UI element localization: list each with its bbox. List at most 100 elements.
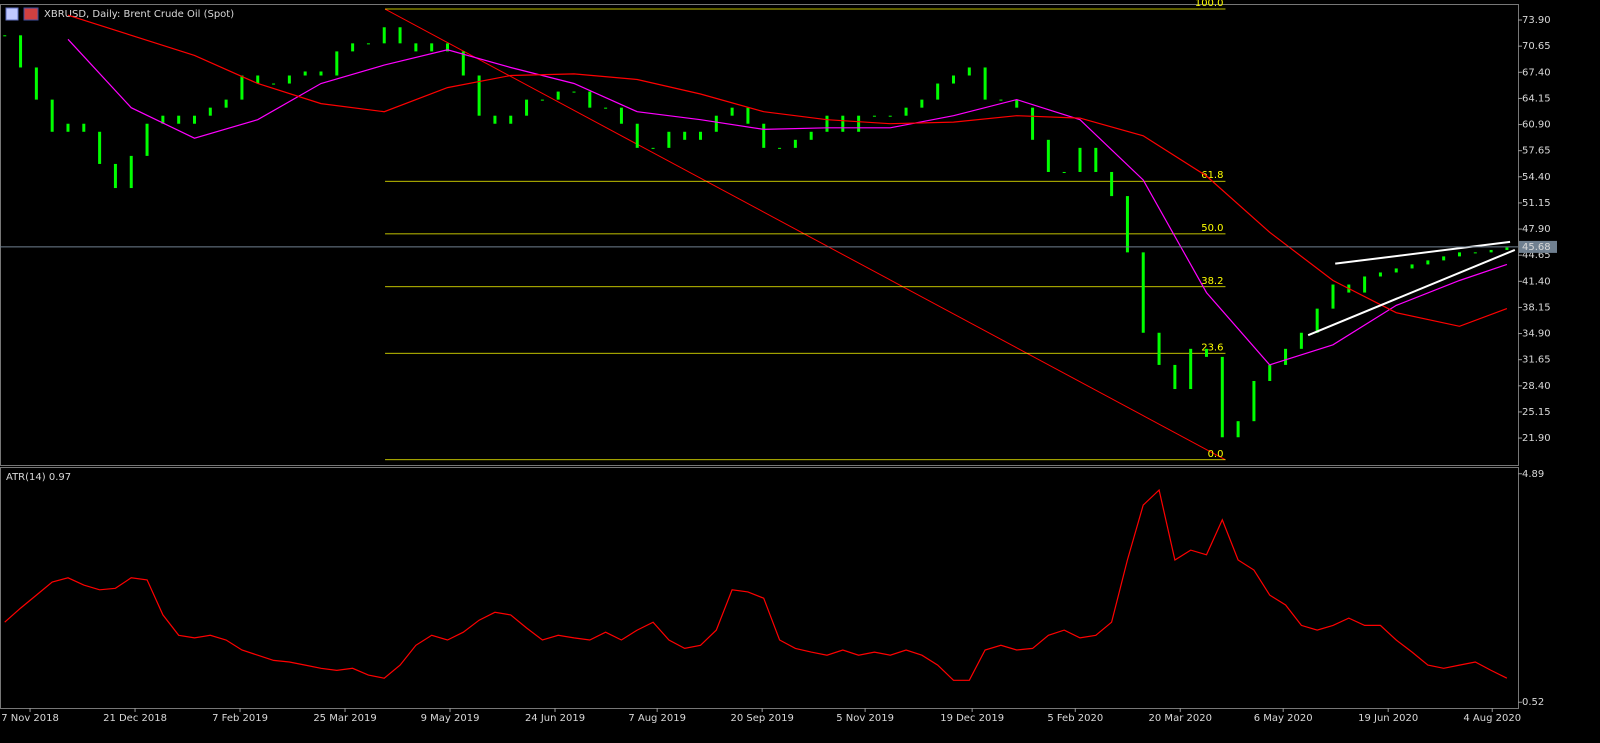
candle	[461, 51, 465, 76]
y-tick-label: 41.40	[1522, 276, 1551, 287]
symbol-icons	[5, 7, 39, 21]
candle	[98, 131, 102, 164]
y-tick-label: 21.90	[1522, 433, 1551, 444]
candle	[1315, 308, 1319, 333]
candle	[1046, 139, 1050, 172]
candle	[588, 91, 592, 108]
candle	[177, 115, 181, 124]
fib-label: 38.2	[1201, 276, 1223, 287]
x-tick-label: 20 Mar 2020	[1149, 713, 1212, 724]
candle	[34, 67, 38, 100]
y-tick-label: 47.90	[1522, 224, 1551, 235]
candle	[730, 107, 734, 116]
candle	[572, 91, 576, 93]
y-tick-label: 64.15	[1522, 93, 1551, 104]
candle	[319, 71, 323, 76]
candle	[604, 107, 608, 109]
line-series	[4, 488, 1508, 681]
candle	[509, 115, 513, 124]
current-price-box	[1519, 240, 1557, 253]
candle	[556, 91, 560, 100]
y-tick-label: 73.90	[1522, 15, 1551, 26]
icon	[5, 7, 19, 21]
candle	[809, 131, 813, 140]
x-tick-label: 25 Mar 2019	[313, 713, 376, 724]
candle	[1204, 348, 1208, 357]
y-tick-label: 34.90	[1522, 329, 1551, 340]
candle	[1410, 264, 1414, 269]
fib-label: 61.8	[1201, 170, 1223, 181]
candle	[1442, 256, 1446, 261]
candle	[936, 83, 940, 100]
candle	[1426, 260, 1430, 265]
candle	[746, 107, 750, 124]
candle	[667, 131, 671, 148]
atr-panel-frame	[0, 467, 1519, 709]
candle	[983, 67, 987, 100]
candle	[1157, 332, 1161, 365]
y-tick-label: 0.52	[1522, 697, 1544, 708]
candle	[366, 43, 370, 45]
x-tick-label: 21 Dec 2018	[103, 713, 167, 724]
candle	[1363, 276, 1367, 293]
candle	[762, 123, 766, 148]
candle	[841, 115, 845, 132]
x-tick-label: 9 May 2019	[421, 713, 480, 724]
candle	[999, 99, 1003, 101]
candle	[1236, 421, 1240, 438]
candle	[351, 43, 355, 52]
fib-label: 23.6	[1201, 342, 1223, 353]
x-tick-label: 7 Nov 2018	[1, 713, 59, 724]
candle	[430, 43, 434, 52]
candle	[82, 123, 86, 132]
x-tick-label: 4 Aug 2020	[1463, 713, 1521, 724]
candle	[145, 123, 149, 156]
x-tick-label: 19 Jun 2020	[1358, 713, 1418, 724]
y-tick-label: 51.15	[1522, 198, 1551, 209]
candle	[540, 99, 544, 101]
candle	[651, 147, 655, 149]
x-tick-label: 19 Dec 2019	[940, 713, 1004, 724]
candle	[335, 51, 339, 76]
candle	[1268, 364, 1272, 381]
candle	[683, 131, 687, 140]
x-tick-label: 20 Sep 2019	[730, 713, 793, 724]
candle	[287, 75, 291, 84]
fib-label: 50.0	[1201, 223, 1223, 234]
y-tick-label: 44.65	[1522, 250, 1551, 261]
fib-label: 100.0	[1195, 0, 1224, 9]
indicator-title: ATR(14) 0.97	[6, 472, 71, 483]
candle	[1489, 249, 1493, 253]
candle	[1078, 147, 1082, 172]
candle	[1299, 332, 1303, 349]
candle	[778, 147, 782, 149]
y-tick-label: 70.65	[1522, 41, 1551, 52]
candle	[698, 131, 702, 140]
line-series	[67, 38, 1508, 366]
trend-line	[1307, 249, 1516, 337]
candle	[1189, 348, 1193, 390]
candle	[793, 139, 797, 148]
candle	[1110, 171, 1114, 197]
candle	[192, 115, 196, 124]
candle	[1141, 252, 1145, 333]
trend-line	[1335, 240, 1511, 265]
candle	[825, 115, 829, 132]
y-tick-label: 31.65	[1522, 355, 1551, 366]
candle	[398, 27, 402, 44]
candle	[66, 123, 70, 132]
candle	[857, 115, 861, 132]
candle	[1062, 171, 1066, 173]
candle	[240, 75, 244, 100]
candle	[161, 115, 165, 124]
candle	[1505, 247, 1509, 250]
candle	[208, 107, 212, 116]
candle	[303, 71, 307, 76]
candle	[1125, 196, 1129, 253]
candle	[1252, 380, 1256, 422]
x-tick-label: 7 Feb 2019	[212, 713, 268, 724]
y-tick-label: 28.40	[1522, 381, 1551, 392]
